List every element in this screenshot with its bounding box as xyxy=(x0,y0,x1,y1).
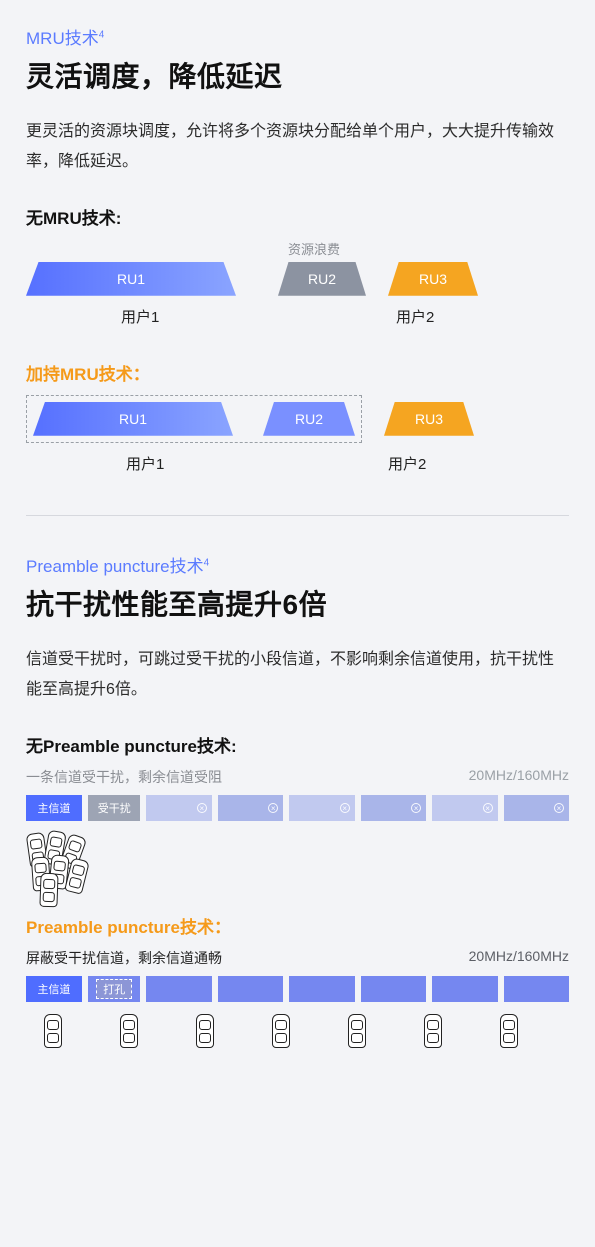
with-band: 主信道打孔 xyxy=(26,976,569,1002)
car-icon xyxy=(39,872,58,907)
ru-block: RU3 xyxy=(388,262,478,296)
band-segment: × xyxy=(432,795,497,821)
band-segment: 主信道 xyxy=(26,976,82,1002)
band-segment: × xyxy=(504,795,569,821)
user2-label: 用户2 xyxy=(388,453,426,474)
mru-without-title: 无MRU技术: xyxy=(26,204,569,229)
punch-label: 打孔 xyxy=(96,979,132,999)
user2-label: 用户2 xyxy=(396,306,434,327)
car-icon xyxy=(44,1014,62,1048)
without-band: 主信道受干扰×××××× xyxy=(26,795,569,821)
mru-without-labels: 用户1 用户2 xyxy=(26,306,569,328)
band-segment: 受干扰 xyxy=(88,795,140,821)
with-freq: 20MHz/160MHz xyxy=(469,948,569,968)
car-icon xyxy=(424,1014,442,1048)
puncture-without-title: 无Preamble puncture技术: xyxy=(26,732,569,757)
mru-without-row: RU1 RU2 RU3 xyxy=(26,262,569,296)
mru-with-row: RU1 RU2 RU3 xyxy=(26,395,569,443)
car-icon xyxy=(196,1014,214,1048)
band-segment xyxy=(218,976,283,1002)
band-segment xyxy=(432,976,497,1002)
with-caption: 屏蔽受干扰信道，剩余信道通畅 20MHz/160MHz xyxy=(26,948,569,968)
car-icon xyxy=(120,1014,138,1048)
waste-note: 资源浪费 xyxy=(270,239,358,258)
user1-label: 用户1 xyxy=(121,306,159,327)
without-caption-left: 一条信道受干扰，剩余信道受阻 xyxy=(26,767,222,787)
with-car-row xyxy=(26,1014,569,1048)
mru-dashed-group: RU1 RU2 xyxy=(26,395,362,443)
band-segment: × xyxy=(218,795,283,821)
band-segment xyxy=(146,976,211,1002)
mru-with-title: 加持MRU技术： xyxy=(26,360,569,385)
band-segment: 主信道 xyxy=(26,795,82,821)
band-segment xyxy=(289,976,354,1002)
mru-with-labels: 用户1 用户2 xyxy=(26,453,569,475)
mru-tagline-text: MRU技术 xyxy=(26,29,99,48)
band-segment xyxy=(361,976,426,1002)
mru-section: MRU技术4 灵活调度，降低延迟 更灵活的资源块调度，允许将多个资源块分配给单个… xyxy=(26,24,569,475)
ru-block: RU1 xyxy=(26,262,236,296)
mru-desc: 更灵活的资源块调度，允许将多个资源块分配给单个用户，大大提升传输效率，降低延迟。 xyxy=(26,117,569,178)
puncture-tagline-text: Preamble puncture技术 xyxy=(26,557,204,576)
with-caption-left: 屏蔽受干扰信道，剩余信道通畅 xyxy=(26,948,222,968)
band-segment xyxy=(504,976,569,1002)
band-segment: × xyxy=(289,795,354,821)
user1-label: 用户1 xyxy=(126,453,164,474)
mru-footnote: 4 xyxy=(99,29,105,40)
puncture-tagline: Preamble puncture技术4 xyxy=(26,552,569,577)
car-icon xyxy=(348,1014,366,1048)
ru-block: RU3 xyxy=(384,402,474,436)
band-segment: × xyxy=(361,795,426,821)
without-caption: 一条信道受干扰，剩余信道受阻 20MHz/160MHz xyxy=(26,767,569,787)
car-pile xyxy=(26,833,88,895)
section-divider xyxy=(26,515,569,516)
puncture-footnote: 4 xyxy=(204,557,210,568)
puncture-with-title: Preamble puncture技术： xyxy=(26,913,569,938)
ru-block: RU2 xyxy=(278,262,366,296)
mru-headline: 灵活调度，降低延迟 xyxy=(26,55,569,95)
ru-block: RU2 xyxy=(263,402,355,436)
puncture-section: Preamble puncture技术4 抗干扰性能至高提升6倍 信道受干扰时，… xyxy=(26,552,569,1048)
puncture-headline: 抗干扰性能至高提升6倍 xyxy=(26,583,569,623)
band-segment: 打孔 xyxy=(88,976,140,1002)
mru-tagline: MRU技术4 xyxy=(26,24,569,49)
car-icon xyxy=(272,1014,290,1048)
car-icon xyxy=(500,1014,518,1048)
without-freq: 20MHz/160MHz xyxy=(469,767,569,787)
puncture-desc: 信道受干扰时，可跳过受干扰的小段信道，不影响剩余信道使用，抗干扰性能至高提升6倍… xyxy=(26,645,569,706)
band-segment: × xyxy=(146,795,211,821)
ru-block: RU1 xyxy=(33,402,233,436)
